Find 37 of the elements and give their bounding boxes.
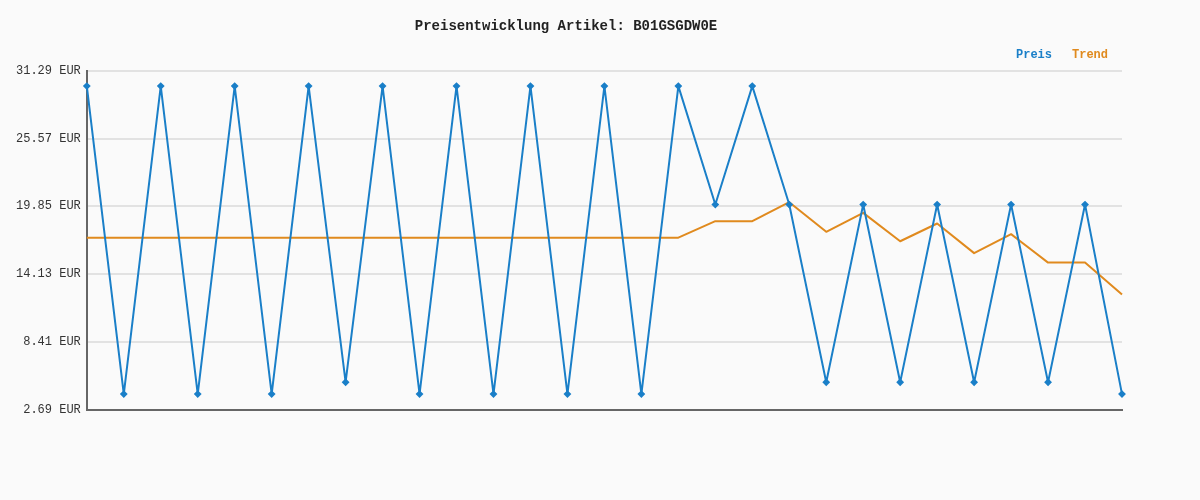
point	[379, 82, 387, 90]
point	[748, 82, 756, 90]
point	[489, 390, 497, 398]
point	[896, 378, 904, 386]
point	[526, 82, 534, 90]
point	[453, 82, 461, 90]
point	[1044, 378, 1052, 386]
y-tick-label: 8.41 EUR	[23, 335, 81, 350]
point	[711, 201, 719, 209]
y-tick-label: 25.57 EUR	[16, 131, 81, 146]
point	[637, 390, 645, 398]
point	[83, 82, 91, 90]
text: Preis	[1015, 47, 1052, 62]
point	[120, 390, 128, 398]
point	[231, 82, 239, 90]
point	[194, 390, 202, 398]
point	[822, 378, 830, 386]
y-tick-label: 19.85 EUR	[16, 199, 81, 214]
point	[600, 82, 608, 90]
point	[1007, 201, 1015, 209]
point	[305, 82, 313, 90]
point	[416, 390, 424, 398]
point	[674, 82, 682, 90]
point	[785, 201, 793, 209]
point	[859, 201, 867, 209]
point	[970, 378, 978, 386]
y-tick-label: 31.29 EUR	[16, 63, 81, 78]
y-tick-label: 14.13 EUR	[16, 267, 81, 282]
point	[563, 390, 571, 398]
point	[342, 378, 350, 386]
point	[157, 82, 165, 90]
point	[268, 390, 276, 398]
point	[933, 201, 941, 209]
text: Trend	[1071, 47, 1109, 62]
chart-title: Preisentwicklung Artikel: B01GSGDW0E	[414, 17, 718, 34]
y-tick-label: 2.69 EUR	[23, 402, 81, 417]
point	[1081, 201, 1089, 209]
